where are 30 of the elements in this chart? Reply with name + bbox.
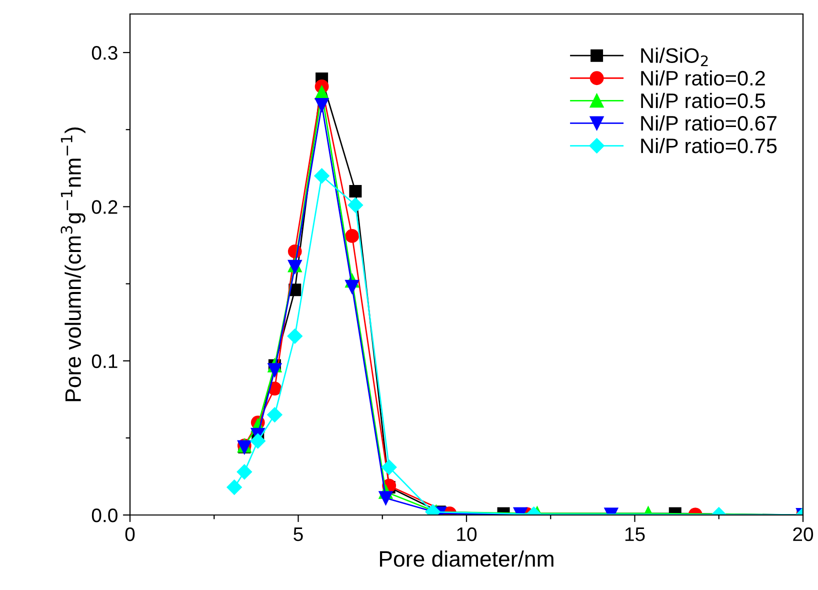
x-tick-label: 5: [294, 528, 303, 542]
y-axis-title: Pore volumn/(cm$^{3}$g$^{−1}$nm$^{−1}$): [60, 128, 86, 402]
y-tick-label: 0.0: [92, 508, 118, 522]
x-axis-title: Pore diameter/nm: [380, 550, 554, 567]
point: [382, 460, 397, 475]
x-tick-label: 20: [793, 527, 814, 542]
legend-label: Ni/P ratio=0.2: [641, 70, 765, 86]
y-tick-label: 0.3: [92, 46, 118, 60]
legend-label: Ni/SiO$_{2}$: [641, 48, 708, 66]
point: [314, 168, 330, 184]
x-tick-label: 0: [125, 527, 135, 542]
legend-label: Ni/P ratio=0.67: [641, 115, 776, 131]
point: [268, 363, 282, 378]
point: [267, 407, 282, 422]
x-tick-label: 15: [625, 528, 645, 542]
point: [250, 433, 266, 449]
y-tick-label: 0.1: [92, 354, 118, 368]
point: [378, 491, 393, 505]
y-tick-label: 0.2: [92, 200, 118, 214]
legend-label: Ni/P ratio=0.75: [641, 138, 777, 154]
point: [236, 464, 252, 480]
point: [226, 480, 242, 495]
point: [348, 198, 364, 213]
x-tick-label: 10: [457, 527, 477, 542]
point: [345, 229, 360, 243]
legend-label: Ni/P ratio=0.5: [641, 92, 766, 108]
point: [345, 280, 360, 294]
point: [287, 328, 302, 344]
point: [314, 98, 329, 112]
point: [349, 185, 362, 198]
